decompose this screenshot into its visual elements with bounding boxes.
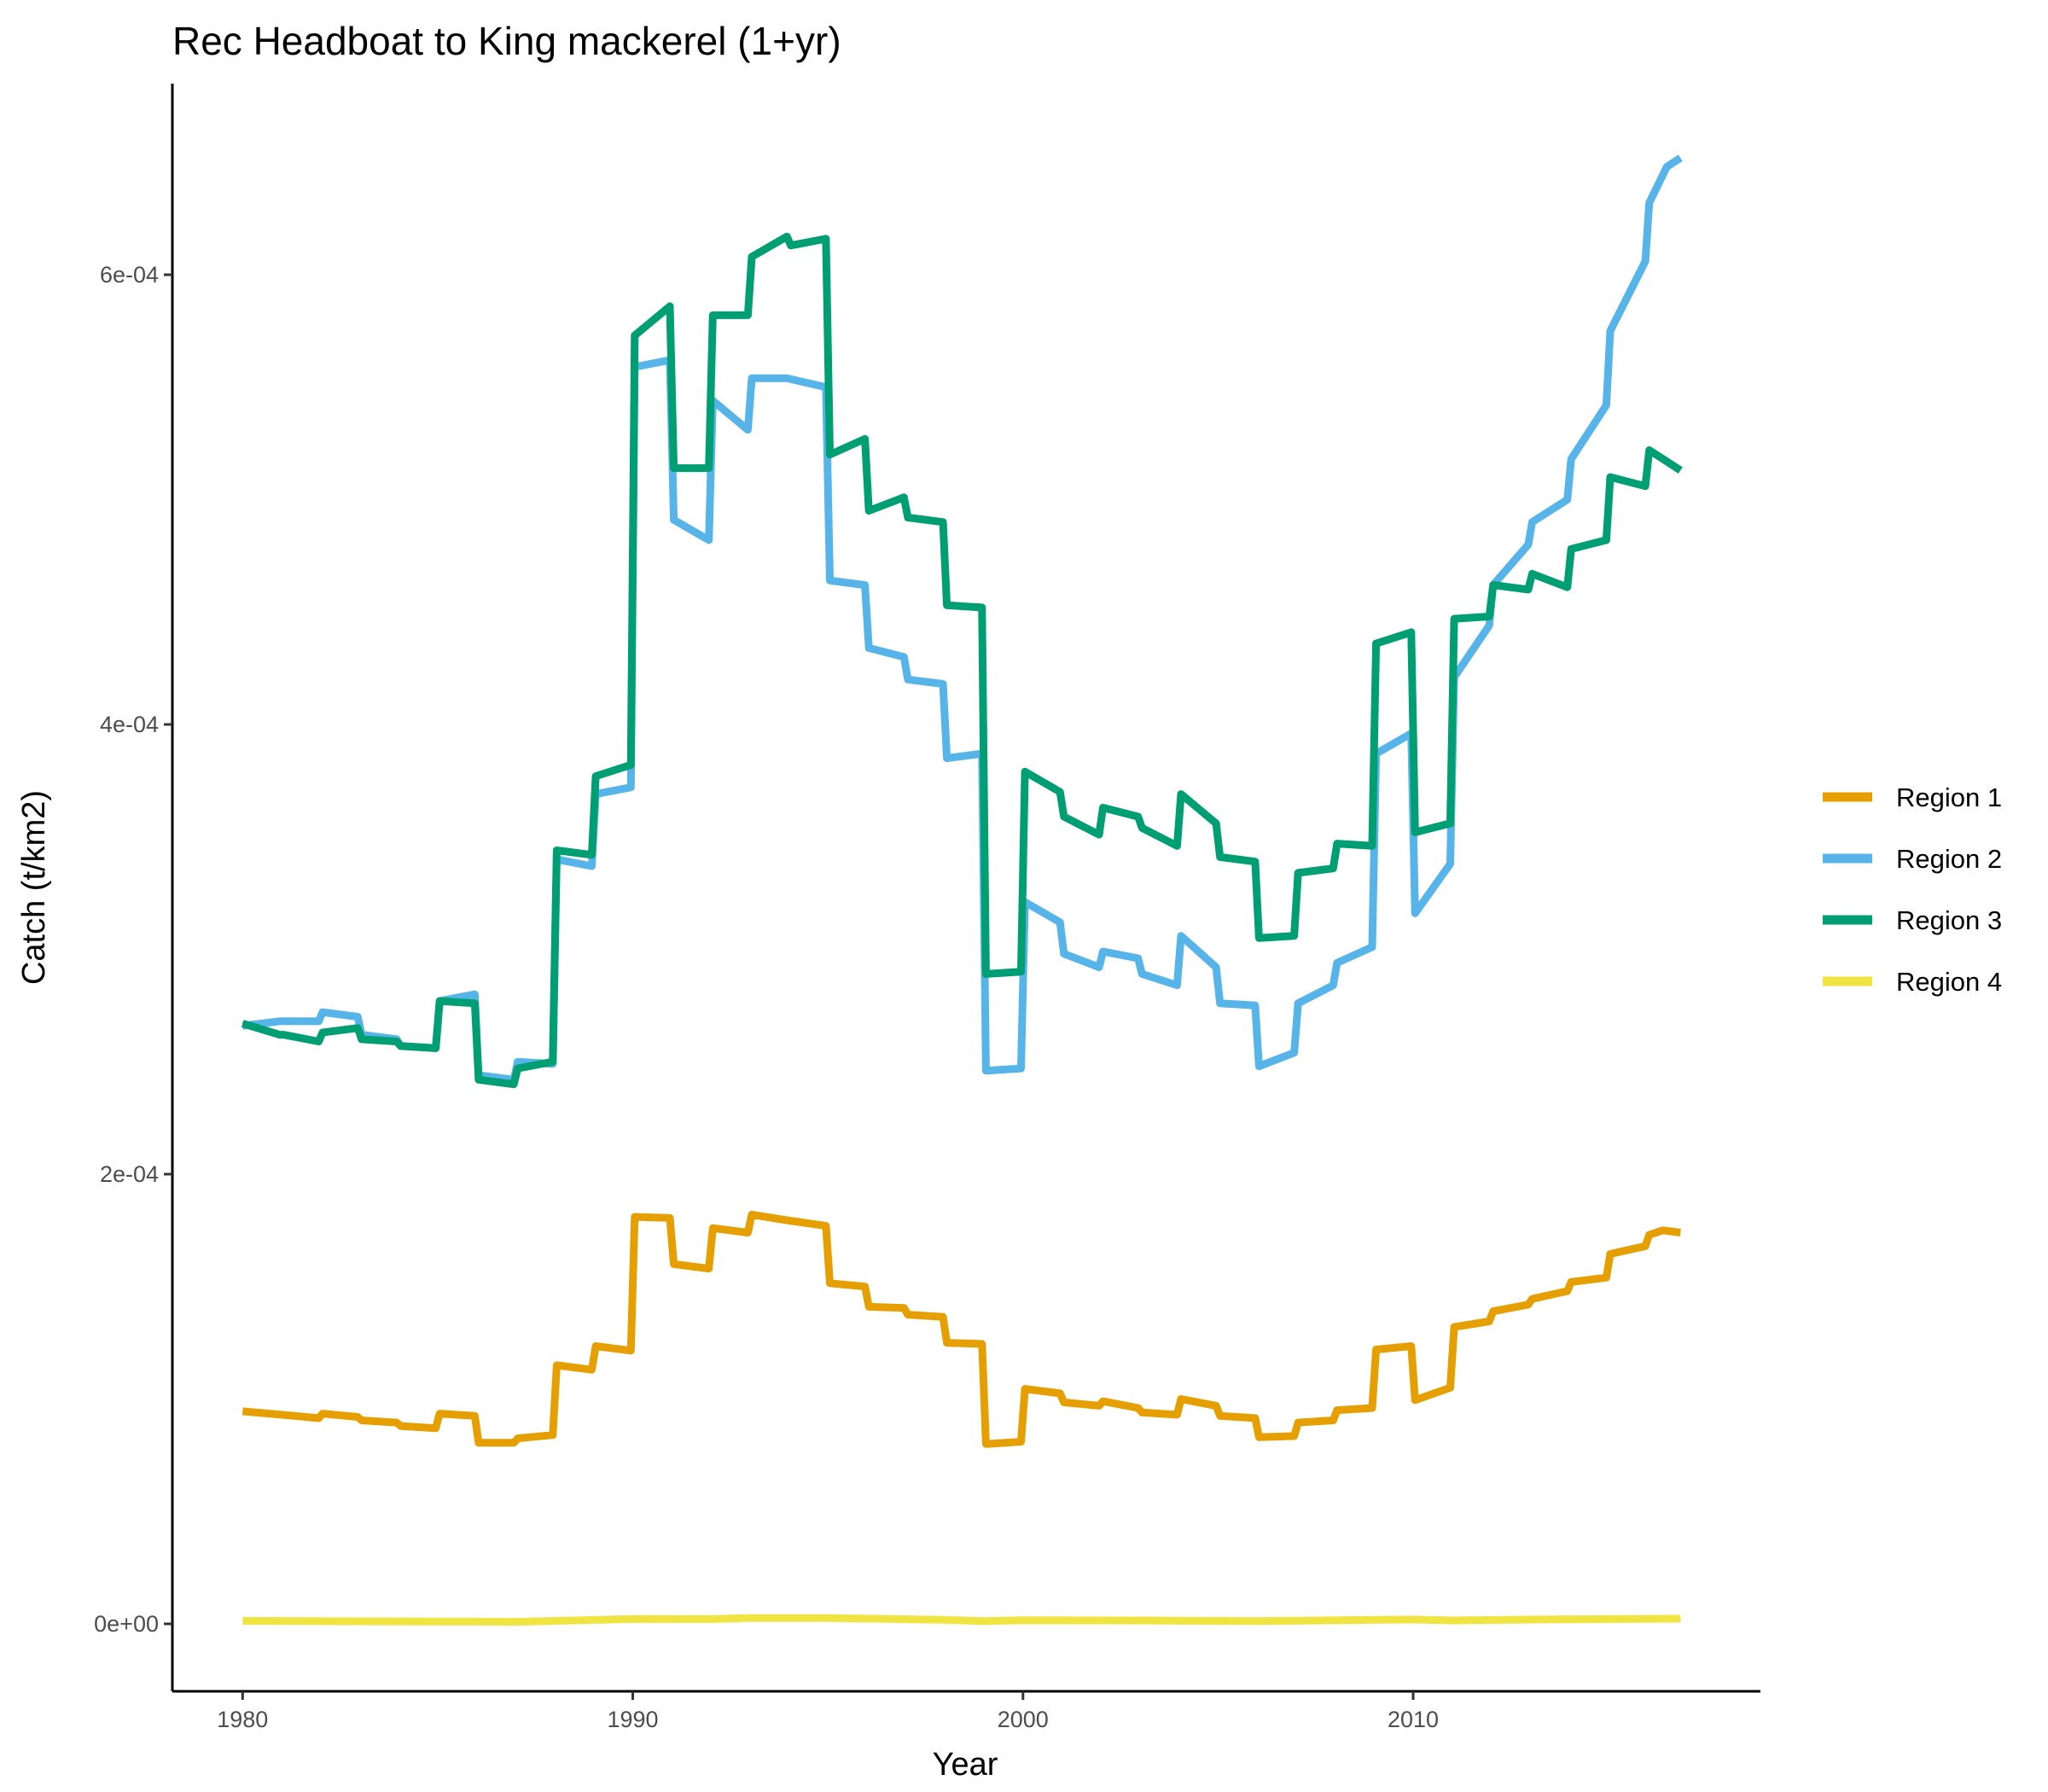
legend-label-region-4: Region 4 (1896, 967, 2002, 997)
y-tick-label: 0e+00 (94, 1611, 159, 1637)
legend-label-region-3: Region 3 (1896, 905, 2002, 935)
y-axis-title: Catch (t/km2) (16, 790, 52, 985)
series-line-region-4 (242, 1618, 1680, 1622)
legend-label-region-2: Region 2 (1896, 844, 2002, 874)
x-tick-label: 2010 (1388, 1707, 1439, 1732)
legend-label-region-1: Region 1 (1896, 783, 2002, 812)
y-tick-label: 6e-04 (100, 262, 159, 288)
chart-title: Rec Headboat to King mackerel (1+yr) (172, 19, 841, 63)
x-tick-label: 1990 (608, 1707, 659, 1732)
x-tick-label: 2000 (998, 1707, 1049, 1732)
x-axis-title: Year (933, 1747, 998, 1783)
x-tick-label: 1980 (217, 1707, 268, 1732)
y-tick-label: 4e-04 (100, 712, 159, 737)
y-tick-label: 2e-04 (100, 1161, 159, 1187)
